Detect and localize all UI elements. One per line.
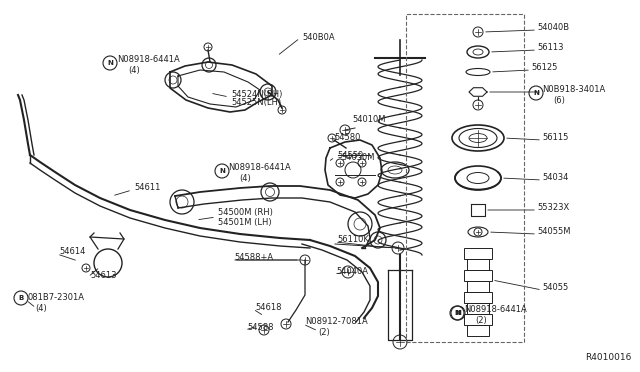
Text: N08918-6441A: N08918-6441A [228,164,291,173]
Text: 54040B: 54040B [537,23,569,32]
Text: 54040A: 54040A [336,267,368,276]
Text: 54501M (LH): 54501M (LH) [218,218,271,227]
Text: 54010M: 54010M [352,115,385,125]
Text: 54034: 54034 [542,173,568,183]
Text: (2): (2) [475,315,487,324]
Text: 56125: 56125 [531,64,557,73]
Text: N08918-6441A: N08918-6441A [464,305,527,314]
Text: N0B918-3401A: N0B918-3401A [542,86,605,94]
Text: 56113: 56113 [537,44,563,52]
Text: 54524N(RH): 54524N(RH) [231,90,282,99]
Text: (4): (4) [239,173,251,183]
Text: 54525N(LH): 54525N(LH) [231,99,281,108]
Text: (4): (4) [128,65,140,74]
Text: 54614: 54614 [59,247,85,257]
Text: B: B [19,295,24,301]
Text: N08912-7081A: N08912-7081A [305,317,368,327]
Text: N: N [454,310,460,316]
Text: (4): (4) [35,304,47,312]
Text: 081B7-2301A: 081B7-2301A [28,294,85,302]
Text: 54055: 54055 [542,283,568,292]
Text: 54588: 54588 [247,324,273,333]
Text: N08918-6441A: N08918-6441A [117,55,180,64]
Text: R4010016: R4010016 [586,353,632,362]
Text: N: N [107,60,113,66]
Text: 56115: 56115 [542,134,568,142]
Text: 54618: 54618 [255,302,282,311]
Text: 54613: 54613 [90,270,116,279]
Text: 55323X: 55323X [537,203,569,212]
Text: (2): (2) [318,327,330,337]
Text: 54055M: 54055M [537,228,570,237]
Text: N: N [455,310,461,316]
Text: 54588+A: 54588+A [234,253,273,263]
Text: 54050M: 54050M [341,154,374,163]
Text: N: N [219,168,225,174]
Wedge shape [458,155,498,167]
Text: (6): (6) [553,96,565,105]
Text: 54500M (RH): 54500M (RH) [218,208,273,217]
Text: 54559: 54559 [337,151,364,160]
Text: N: N [533,90,539,96]
Text: 540B0A: 540B0A [302,33,335,42]
Text: 54611: 54611 [134,183,161,192]
Text: 54580: 54580 [334,134,360,142]
Text: 56110K: 56110K [337,235,369,244]
